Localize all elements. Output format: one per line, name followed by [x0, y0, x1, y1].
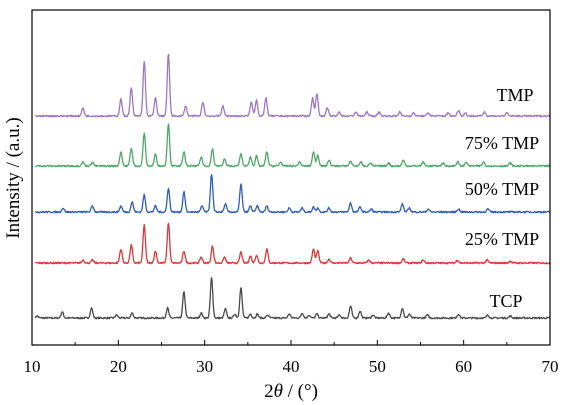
- x-tick-label: 50: [369, 357, 386, 376]
- series-line-50-tmp: [34, 174, 551, 214]
- series-label-tmp: TMP: [496, 85, 533, 105]
- x-tick-label: 20: [110, 357, 127, 376]
- x-tick-label: 40: [283, 357, 300, 376]
- series-label-75-tmp: 75% TMP: [465, 133, 539, 153]
- x-tick-label: 10: [24, 357, 41, 376]
- x-axis-label-prefix: 2: [264, 381, 274, 402]
- x-axis-label: 2θ / (°): [264, 381, 318, 402]
- x-tick-label: 30: [196, 357, 213, 376]
- series-line-25-tmp: [35, 222, 551, 265]
- series-label-50-tmp: 50% TMP: [465, 179, 539, 199]
- x-tick-label: 60: [455, 357, 472, 376]
- series-labels: TCP 25% TMP 50% TMP 75% TMP TMP: [465, 85, 539, 311]
- x-tick-label: 70: [542, 357, 559, 376]
- y-axis-label: Intensity / (a.u.): [3, 117, 24, 238]
- series-line-tcp: [34, 277, 551, 320]
- x-ticks: 10 20 30 40 50 60 70: [24, 340, 559, 376]
- x-axis-label-suffix: / (°): [283, 381, 318, 402]
- series-layer: [34, 53, 551, 320]
- plot-frame: [31, 9, 551, 346]
- series-label-tcp: TCP: [489, 291, 522, 311]
- series-label-25-tmp: 25% TMP: [465, 229, 539, 249]
- series-line-tmp: [34, 53, 551, 118]
- series-line-75-tmp: [34, 123, 551, 168]
- x-axis-label-variable: θ: [274, 381, 283, 402]
